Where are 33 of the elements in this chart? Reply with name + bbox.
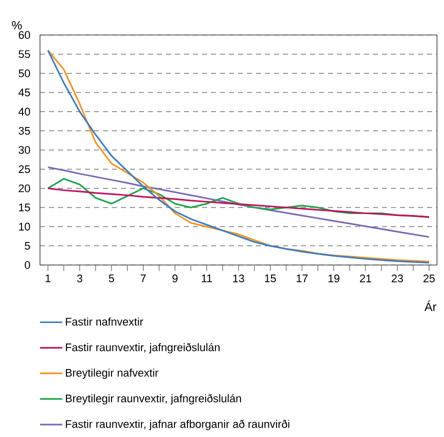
y-tick-label: 55 — [18, 50, 30, 58]
x-axis-title: Ár — [424, 300, 436, 311]
x-tick-label: 19 — [328, 274, 340, 282]
legend-label: Breytilegir nafvextir — [66, 368, 158, 379]
legend-label: Breytilegir raunvextir, jafngreiðslulán — [66, 394, 241, 404]
x-tick-label: 3 — [77, 274, 82, 282]
y-tick-label: 20 — [18, 184, 30, 192]
y-tick-label: 25 — [18, 165, 30, 174]
legend-label: Fastir raunvextir, jafnar afborganir að raunvirði — [66, 420, 290, 430]
y-tick-label: 60 — [18, 31, 30, 39]
y-tick-label: 35 — [18, 126, 30, 135]
x-tick-label: 11 — [202, 274, 212, 282]
x-tick-label: 13 — [233, 274, 244, 282]
y-tick-label: 30 — [18, 146, 30, 154]
x-tick-label: 25 — [423, 274, 435, 282]
y-tick-label: 40 — [18, 108, 30, 116]
y-tick-label: 45 — [18, 88, 30, 96]
x-tick-label: 1 — [46, 274, 50, 282]
y-tick-label: 0 — [24, 261, 30, 269]
x-tick-label: 21 — [360, 274, 372, 282]
x-tick-label: 23 — [392, 274, 403, 282]
x-tick-label: 7 — [140, 274, 146, 282]
legend-label: Fastir raunvextir, jafngreiðslulán — [66, 342, 220, 354]
x-tick-label: 17 — [296, 274, 308, 282]
y-tick-label: 10 — [19, 222, 30, 231]
legend-label: Fastir nafnvextir — [66, 318, 144, 326]
x-tick-label: 9 — [172, 274, 178, 282]
x-tick-label: 15 — [264, 274, 276, 282]
x-tick-label: 5 — [108, 274, 114, 282]
y-tick-label: 5 — [24, 242, 30, 250]
y-axis-title: % — [12, 21, 22, 30]
y-tick-label: 50 — [18, 69, 30, 78]
y-tick-label: 15 — [19, 204, 30, 212]
